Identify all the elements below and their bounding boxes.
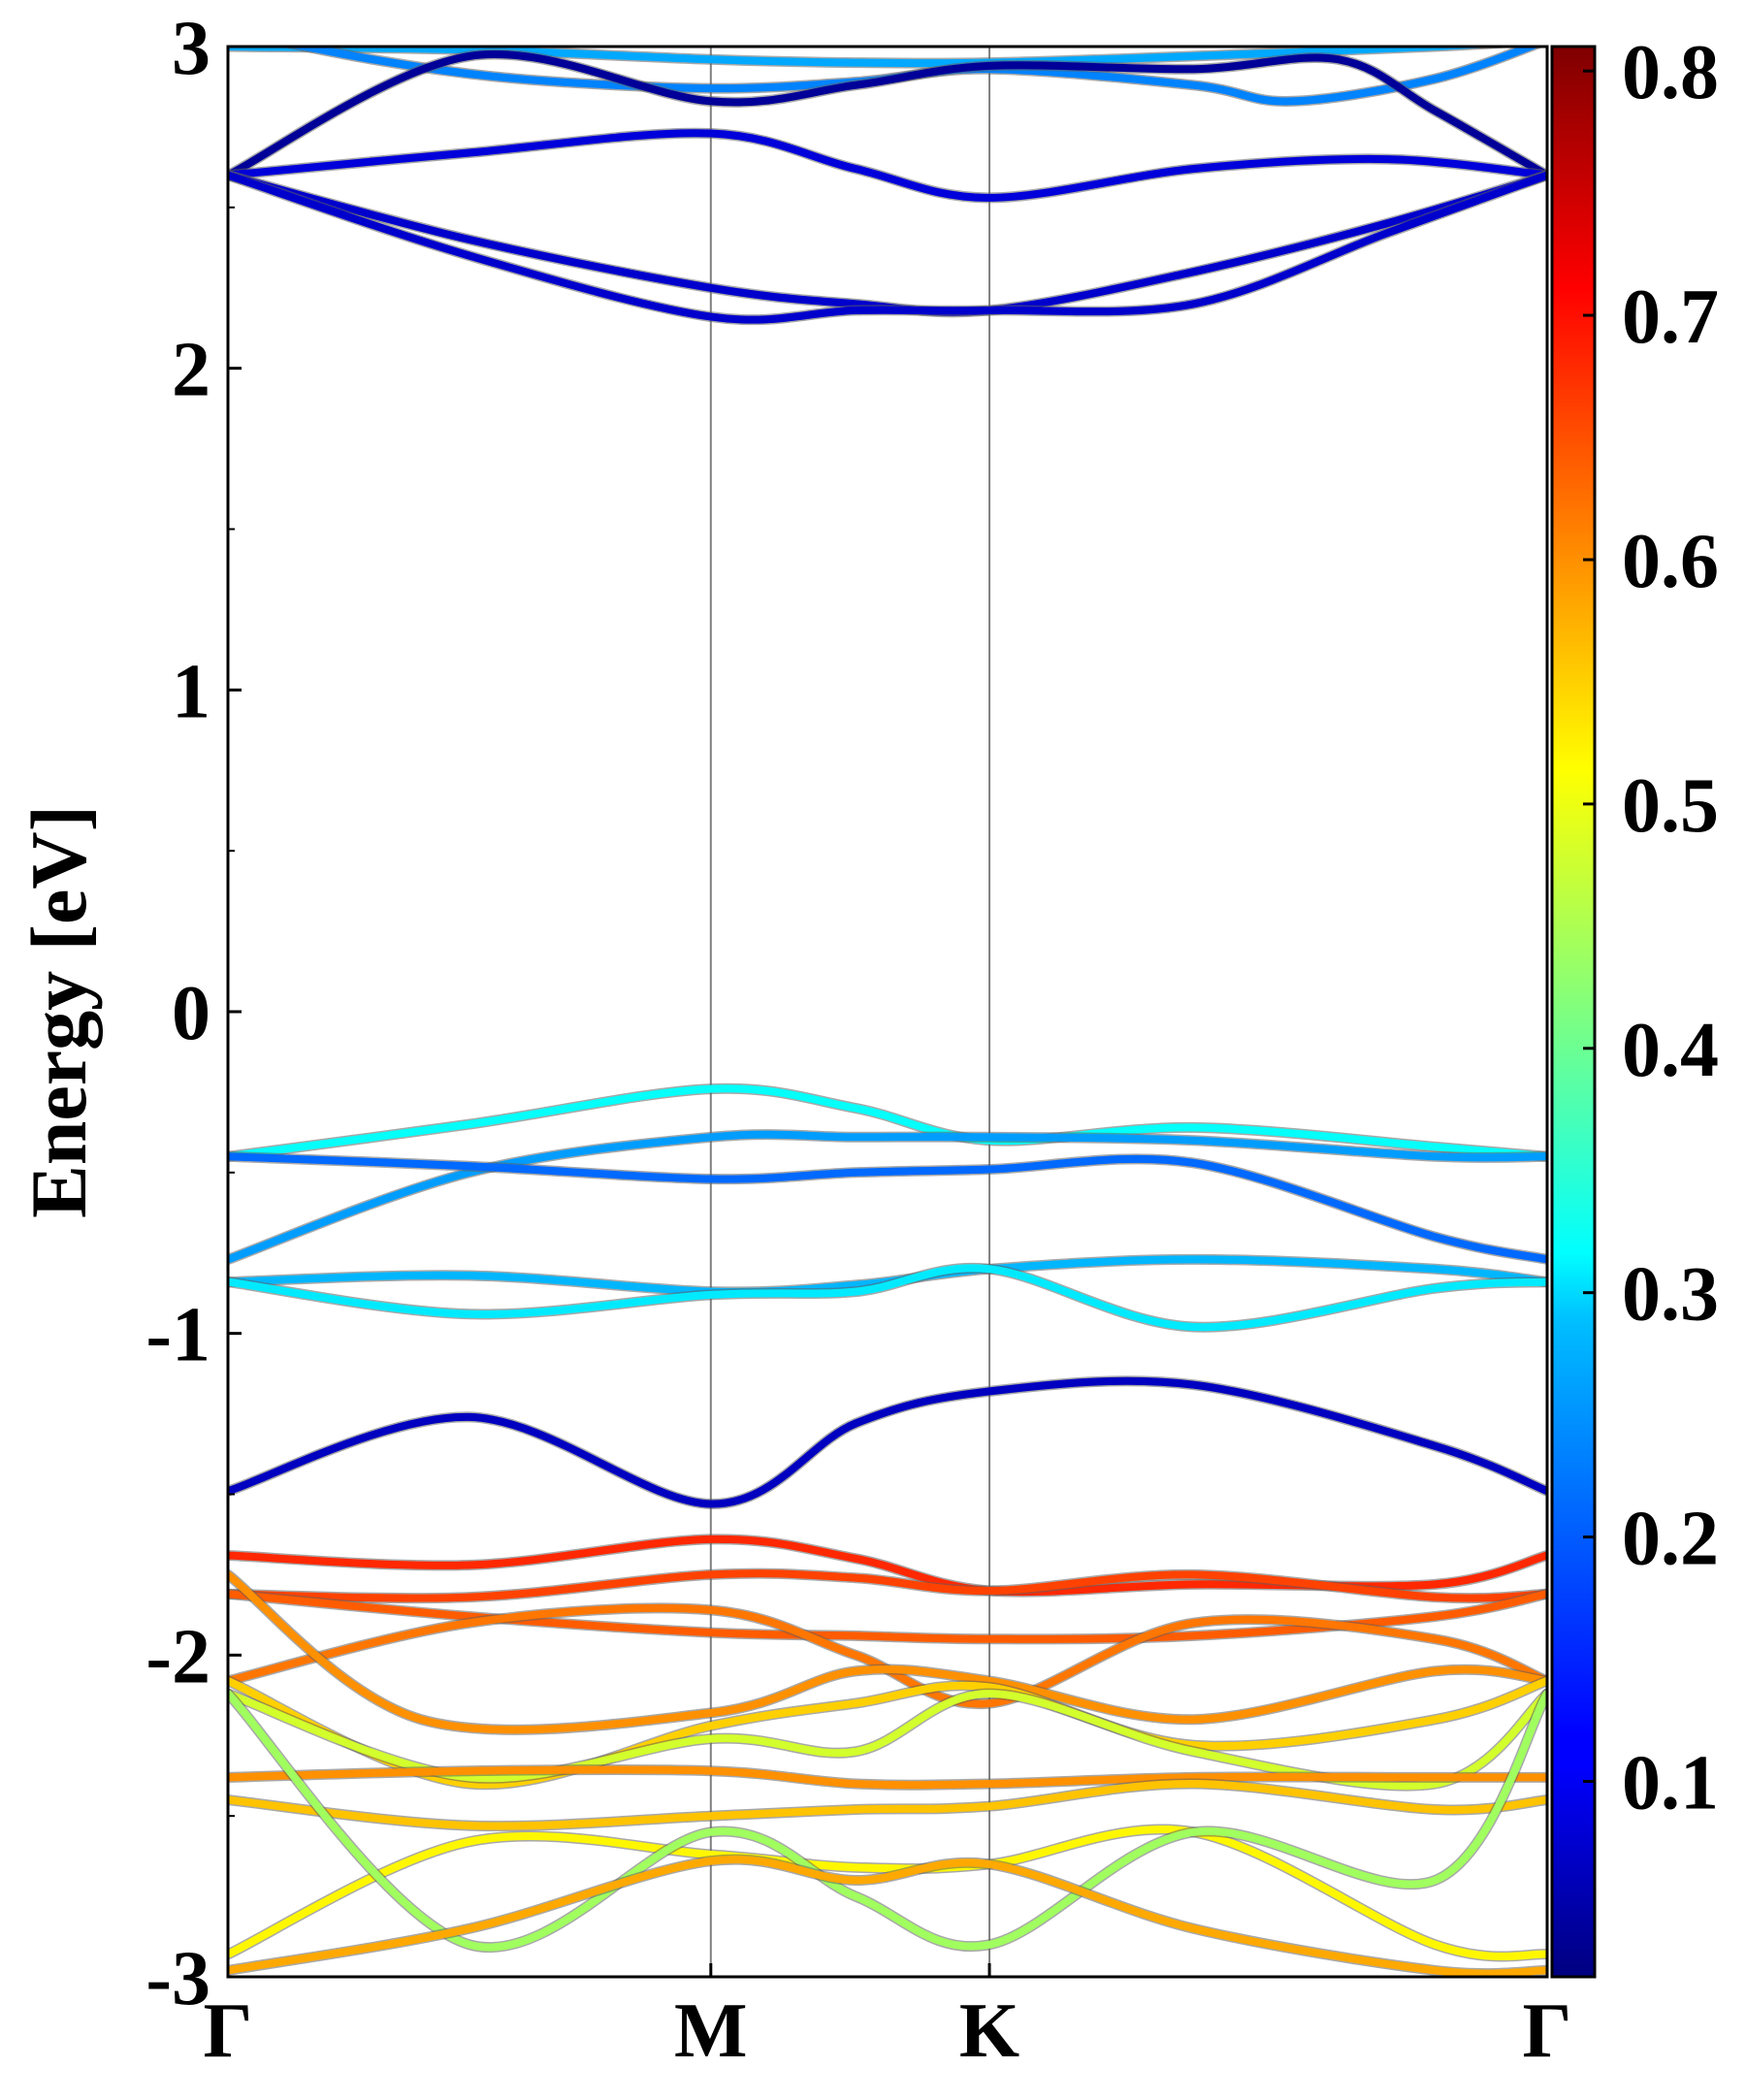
y-tick-label: -3 [146, 1936, 210, 2021]
colorbar-tick-label: 0.8 [1622, 30, 1719, 115]
band-line [228, 1676, 1547, 1789]
band-line [228, 1779, 1547, 1830]
band-line [228, 1152, 1547, 1264]
band-outline [228, 1375, 1547, 1510]
colorbar-tick-label: 0.1 [1622, 1740, 1719, 1825]
band-line [228, 171, 1547, 324]
y-axis-label: Energy [eV] [15, 805, 103, 1218]
band-line [228, 1130, 1547, 1264]
band-line [228, 1690, 1547, 1791]
k-point-label: Γ [204, 1988, 253, 2074]
y-tick-label: 1 [172, 649, 210, 734]
band-line [228, 1570, 1547, 1734]
colorbar-tick-label: 0.6 [1622, 519, 1719, 604]
colorbar-tick-label: 0.4 [1622, 1008, 1719, 1093]
band-line [228, 50, 1547, 179]
band-line [228, 1603, 1547, 1708]
band-line [228, 1590, 1547, 1643]
y-axis: -3 -2 -1 0 1 2 3 [146, 6, 242, 2021]
band-line [228, 47, 1507, 68]
colorbar-gradient [1550, 45, 1597, 1979]
colorbar-tick-label: 0.5 [1622, 763, 1719, 849]
k-point-label: Γ [1523, 1988, 1572, 2074]
k-point-label: M [674, 1988, 748, 2074]
k-point-gridlines [709, 47, 991, 1977]
colorbar-ticks: 0.1 0.2 0.3 0.4 0.5 0.6 0.7 0.8 [1583, 30, 1719, 1825]
y-tick-label: 0 [172, 971, 210, 1056]
band-line [228, 1376, 1547, 1508]
bands-layer [228, 47, 1547, 1977]
band-line [228, 1264, 1547, 1332]
y-tick-label: 3 [172, 6, 210, 91]
band-line [228, 1690, 1547, 1952]
band-outline [228, 127, 1547, 204]
band-line [228, 1856, 1547, 1977]
band-line [228, 1535, 1547, 1597]
band-line [228, 129, 1547, 202]
colorbar-tick-label: 0.3 [1622, 1252, 1719, 1338]
band-line [228, 1569, 1547, 1602]
k-point-label: K [959, 1988, 1019, 2074]
band-line [228, 1765, 1547, 1790]
y-tick-label: -2 [146, 1614, 210, 1699]
colorbar-tick-label: 0.2 [1622, 1497, 1719, 1582]
y-tick-label: 2 [172, 328, 210, 413]
colorbar-tick-label: 0.7 [1622, 275, 1719, 360]
y-tick-label: -1 [146, 1293, 210, 1378]
colorbar: 0.1 0.2 0.3 0.4 0.5 0.6 0.7 0.8 [1550, 30, 1719, 1979]
band-line [228, 1084, 1547, 1161]
